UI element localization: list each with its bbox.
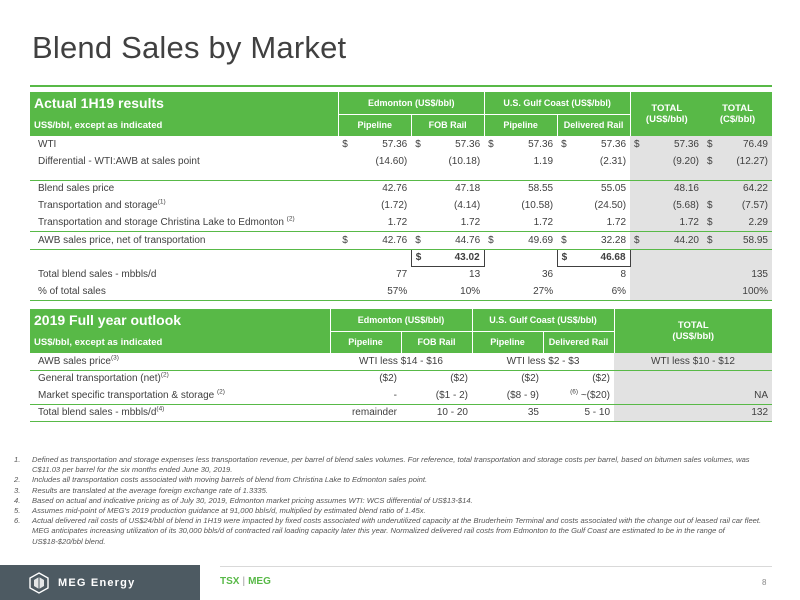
weighted-average-row: $43.02 $46.68 [30,248,772,267]
table-row: Transportation and storage Christina Lak… [30,214,772,231]
outlook-total-header-line1: TOTAL [613,309,773,331]
actual-title: Actual 1H19 results [30,92,339,114]
col-edm-pipeline: Pipeline [337,114,412,136]
table-row: Total blend sales - mbbls/d(4) remainder… [30,403,773,422]
logo-text: MEG Energy [58,576,136,589]
table-row: Transportation and storage(1) (1.72) (4.… [30,197,772,214]
footnote: 3. Results are translated at the average … [14,485,268,495]
company-logo: MEG Energy [0,565,200,600]
footnote: 4. Based on actual and indicative pricing… [14,495,473,505]
table-row: % of total sales 57% 10% 27% 6% 100% [30,283,772,301]
outlook-usgc-group-header: U.S. Gulf Coast (US$/bbl) [471,309,615,332]
outlook-title: 2019 Full year outlook [30,309,330,331]
footer-rule [220,566,772,567]
total-usd-header-line2: (US$/bbl) [629,114,703,136]
table-row: Market specific transportation & storage… [30,387,773,404]
page-title: Blend Sales by Market [32,30,347,65]
actual-subtitle: US$/bbl, except as indicated [30,114,339,136]
table-row: AWB sales price, net of transportation $… [30,230,772,250]
col-edm-fob-rail: FOB Rail [410,114,485,136]
total-cad-header-line2: (C$/bbl) [703,114,772,136]
total-usd-header-line1: TOTAL [629,92,703,114]
page-number: 8 [762,578,767,587]
edmonton-weighted-value: 43.02 [425,248,485,267]
outlook-subtitle: US$/bbl, except as indicated [30,331,330,353]
table-row: Total blend sales - mbbls/d 77 13 36 8 1… [30,266,772,283]
usgc-weighted-value: 46.68 [571,248,631,267]
col-usgc-delivered-rail: Delivered Rail [556,114,631,136]
actual-results-table: Actual 1H19 results Edmonton (US$/bbl) U… [30,92,772,301]
outlook-edmonton-group-header: Edmonton (US$/bbl) [329,309,472,332]
title-rule [30,85,772,87]
footnote: 1. Defined as transportation and storage … [14,455,750,475]
footnote: 5. Assumes mid-point of MEG's 2019 produc… [14,506,426,516]
outlook-total-header-line2: (US$/bbl) [613,331,773,353]
col-usgc-pipeline: Pipeline [483,114,558,136]
table-row: Differential - WTI:AWB at sales point (1… [30,153,772,170]
table-row: Blend sales price 42.76 47.18 58.55 55.0… [30,179,772,197]
outlook-table: 2019 Full year outlook Edmonton (US$/bbl… [30,309,773,422]
usgc-group-header: U.S. Gulf Coast (US$/bbl) [483,92,631,115]
ticker: TSX | MEG [220,576,271,587]
meg-logo-icon [29,571,49,594]
footnote: 2. Includes all transportation costs asso… [14,475,428,485]
table-row: WTI $57.36 $57.36 $57.36 $57.36 $57.36 $… [30,136,772,153]
table-row: AWB sales price(3) WTI less $14 - $16 WT… [30,353,773,370]
footnotes: 1. Defined as transportation and storage … [14,455,774,547]
edmonton-group-header: Edmonton (US$/bbl) [337,92,485,115]
footnote: 6. Actual delivered rail costs of US$24/b… [14,516,762,546]
total-cad-header-line1: TOTAL [703,92,772,114]
table-row: General transportation (net)(2) ($2) ($2… [30,369,773,387]
